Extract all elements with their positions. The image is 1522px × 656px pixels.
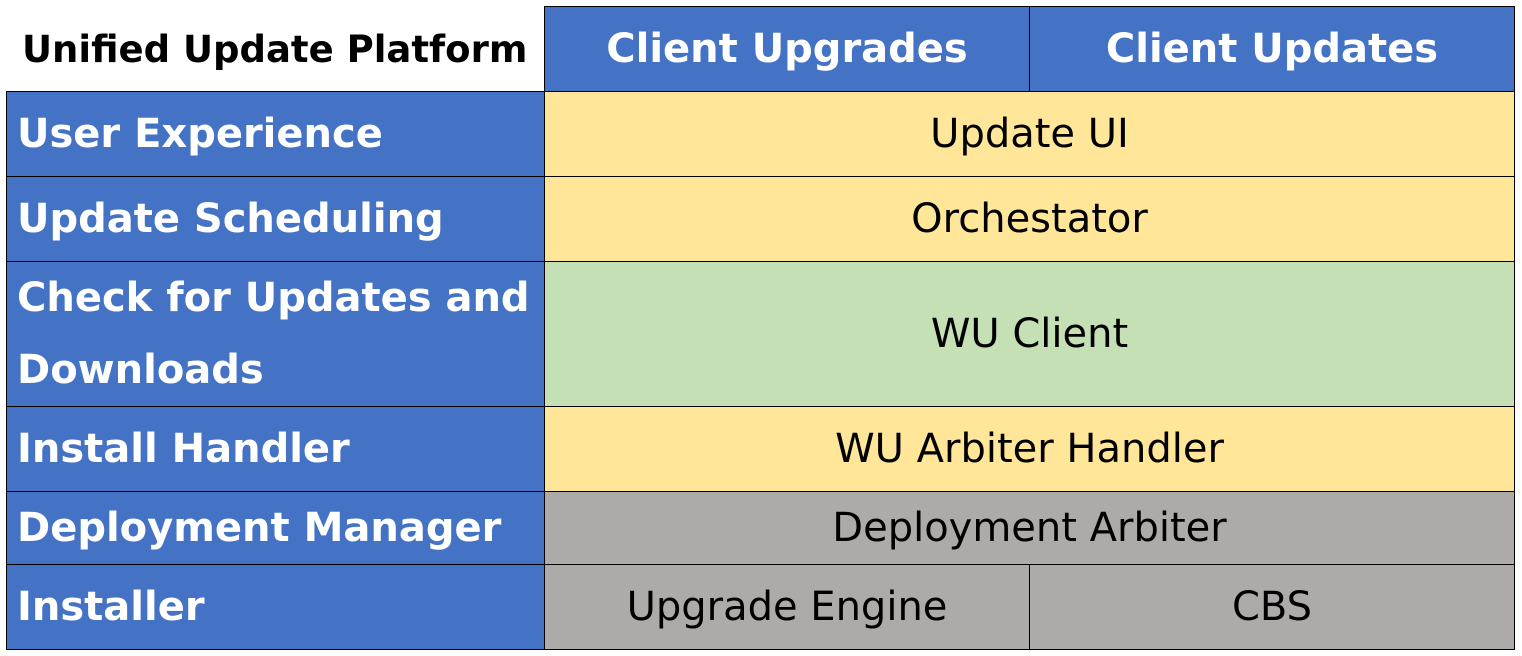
cell-update-ui: Update UI (544, 91, 1515, 177)
cell-wu-arbiter-handler: WU Arbiter Handler (544, 406, 1515, 492)
row-label-check-for-updates: Check for Updates and Downloads (6, 261, 545, 407)
column-header-client-updates: Client Updates (1029, 6, 1515, 92)
row-label-user-experience: User Experience (6, 91, 545, 177)
diagram-title: Unified Update Platform (22, 28, 528, 71)
cell-upgrade-engine: Upgrade Engine (544, 564, 1030, 650)
row-label-install-handler: Install Handler (6, 406, 545, 492)
row-label-deployment-manager: Deployment Manager (6, 491, 545, 565)
cell-wu-client: WU Client (544, 261, 1515, 407)
column-header-client-upgrades: Client Upgrades (544, 6, 1030, 92)
cell-orchestator: Orchestator (544, 176, 1515, 262)
row-label-installer: Installer (6, 564, 545, 650)
row-label-update-scheduling: Update Scheduling (6, 176, 545, 262)
cell-cbs: CBS (1029, 564, 1515, 650)
cell-deployment-arbiter: Deployment Arbiter (544, 491, 1515, 565)
